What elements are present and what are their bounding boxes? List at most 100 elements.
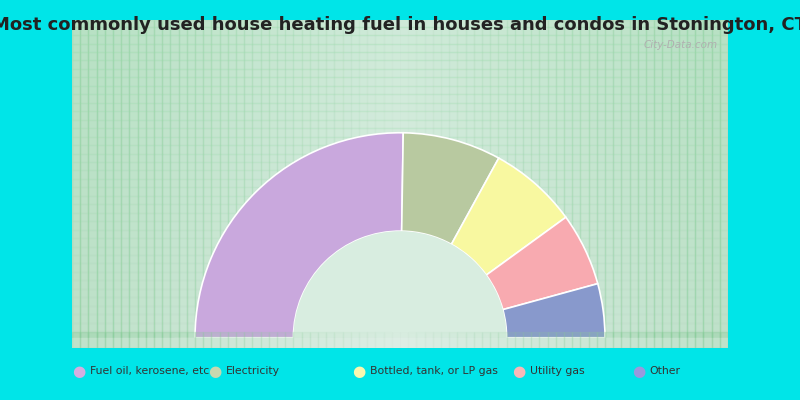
Bar bbox=[638, 332, 646, 348]
Bar bbox=[195, 332, 203, 348]
Text: Bottled, tank, or LP gas: Bottled, tank, or LP gas bbox=[370, 366, 498, 376]
Wedge shape bbox=[294, 231, 506, 338]
Bar bbox=[400, 20, 408, 348]
Bar bbox=[350, 332, 359, 348]
Bar bbox=[408, 332, 416, 348]
Bar bbox=[72, 196, 728, 204]
Text: Fuel oil, kerosene, etc.: Fuel oil, kerosene, etc. bbox=[90, 366, 212, 376]
Bar bbox=[605, 20, 613, 348]
Bar bbox=[506, 332, 515, 348]
Bar bbox=[72, 18, 728, 27]
Bar bbox=[302, 20, 310, 348]
Bar bbox=[408, 20, 416, 348]
Bar bbox=[253, 332, 261, 348]
Bar bbox=[72, 10, 728, 18]
Bar bbox=[326, 332, 334, 348]
Bar bbox=[72, 272, 728, 280]
Bar bbox=[383, 332, 392, 348]
Bar bbox=[72, 20, 80, 348]
Bar bbox=[178, 20, 186, 348]
Bar bbox=[622, 332, 630, 348]
Bar bbox=[72, 111, 728, 120]
Bar bbox=[695, 20, 703, 348]
Bar bbox=[72, 264, 728, 272]
Bar bbox=[162, 332, 170, 348]
Text: ●: ● bbox=[632, 364, 646, 379]
Wedge shape bbox=[174, 338, 626, 400]
Bar bbox=[334, 20, 342, 348]
Wedge shape bbox=[503, 284, 605, 338]
Bar bbox=[539, 332, 547, 348]
Bar bbox=[498, 20, 506, 348]
Bar bbox=[646, 332, 654, 348]
Bar bbox=[720, 332, 728, 348]
Bar bbox=[449, 20, 458, 348]
Bar bbox=[170, 332, 178, 348]
Bar bbox=[72, 340, 728, 348]
Bar bbox=[539, 20, 547, 348]
Bar bbox=[466, 332, 474, 348]
Bar bbox=[646, 20, 654, 348]
Bar bbox=[703, 20, 712, 348]
Bar bbox=[269, 332, 277, 348]
Bar bbox=[687, 332, 695, 348]
Bar bbox=[72, 297, 728, 306]
Bar bbox=[581, 20, 589, 348]
Bar bbox=[367, 332, 375, 348]
Bar bbox=[72, 170, 728, 179]
Bar bbox=[678, 332, 687, 348]
Bar bbox=[80, 332, 88, 348]
Text: ●: ● bbox=[72, 364, 86, 379]
Bar bbox=[244, 332, 253, 348]
Bar bbox=[392, 332, 400, 348]
Bar bbox=[474, 332, 482, 348]
Bar bbox=[670, 20, 678, 348]
Bar bbox=[72, 221, 728, 230]
Bar bbox=[154, 20, 162, 348]
Bar bbox=[318, 332, 326, 348]
Bar bbox=[416, 20, 425, 348]
Bar bbox=[72, 306, 728, 314]
Bar bbox=[72, 162, 728, 170]
Bar bbox=[186, 20, 195, 348]
Text: Other: Other bbox=[650, 366, 681, 376]
Bar bbox=[72, 94, 728, 103]
Bar bbox=[703, 332, 712, 348]
Bar bbox=[72, 77, 728, 86]
Bar bbox=[203, 332, 211, 348]
Bar bbox=[285, 332, 294, 348]
Bar bbox=[154, 332, 162, 348]
Bar bbox=[186, 332, 195, 348]
Bar bbox=[122, 20, 130, 348]
Bar bbox=[556, 20, 564, 348]
Bar bbox=[695, 332, 703, 348]
Bar bbox=[359, 20, 367, 348]
Bar bbox=[195, 20, 203, 348]
Text: ●: ● bbox=[512, 364, 526, 379]
Bar bbox=[80, 20, 88, 348]
Bar bbox=[638, 20, 646, 348]
Bar bbox=[72, 27, 728, 35]
Bar bbox=[138, 20, 146, 348]
Bar bbox=[564, 20, 572, 348]
Bar bbox=[670, 332, 678, 348]
Bar bbox=[72, 69, 728, 77]
Bar bbox=[97, 332, 105, 348]
Bar bbox=[261, 20, 269, 348]
Bar bbox=[72, 280, 728, 289]
Bar bbox=[285, 20, 294, 348]
Bar bbox=[630, 332, 638, 348]
Bar bbox=[466, 20, 474, 348]
Bar bbox=[342, 332, 350, 348]
Bar bbox=[712, 20, 720, 348]
Bar bbox=[490, 20, 498, 348]
Text: ●: ● bbox=[208, 364, 222, 379]
Bar bbox=[170, 20, 178, 348]
Bar bbox=[613, 20, 622, 348]
Bar bbox=[105, 20, 113, 348]
Bar bbox=[433, 20, 441, 348]
Bar bbox=[277, 332, 285, 348]
Bar bbox=[162, 20, 170, 348]
Bar bbox=[88, 20, 97, 348]
Bar bbox=[72, 187, 728, 196]
